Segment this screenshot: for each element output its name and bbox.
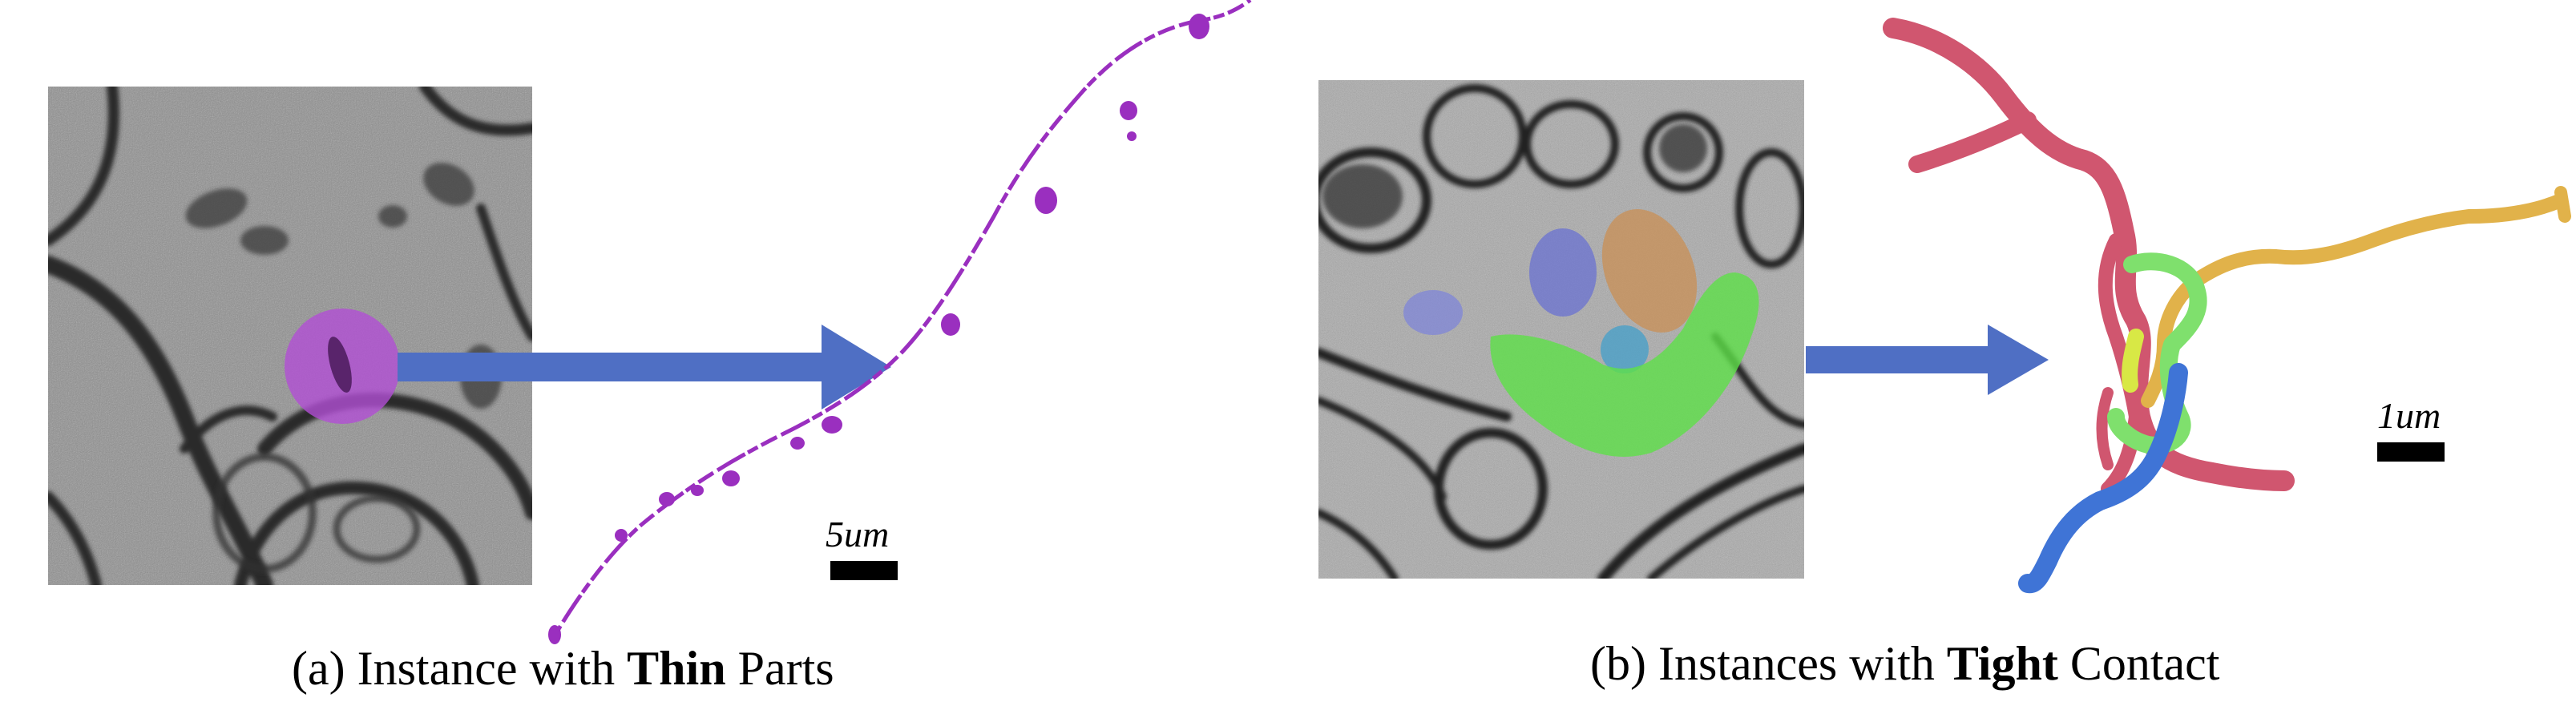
panel-b-arrow (1806, 325, 2049, 395)
scale-a (830, 561, 898, 580)
scale-b-label: 1um (2377, 395, 2441, 436)
panel-b-caption-suffix: Contact (2057, 637, 2220, 690)
tight-contact-3d-instances (1883, 18, 2571, 594)
instance-blue-3d (2018, 363, 2188, 594)
scale-b (2377, 442, 2445, 462)
panel-a-em-image (48, 87, 532, 585)
instance-blue (1529, 228, 1597, 317)
instance-pink-3d (1883, 18, 2295, 491)
panel-b-caption-prefix: (b) Instances with (1590, 637, 1947, 690)
panel-b-caption-bold: Tight (1946, 637, 2058, 690)
panel-a-caption-bold: Thin (627, 642, 726, 695)
panel-b-caption: (b) Instances with Tight Contact (1590, 636, 2219, 692)
instance-violet (1403, 290, 1463, 335)
panel-b-em-image (1318, 80, 1804, 579)
panel-a-caption: (a) Instance with Thin Parts (292, 641, 834, 696)
instance-green (1490, 272, 1759, 457)
panel-a-caption-prefix: (a) Instance with (292, 642, 628, 695)
instance-orange (1601, 209, 1698, 333)
thin-3d-instance (548, 0, 1252, 644)
panel-a-arrow (398, 325, 891, 409)
scale-a-label: 5um (826, 514, 890, 555)
instance-gold-3d (2141, 193, 2568, 408)
instance-cyan (1601, 325, 1649, 373)
panel-a-caption-suffix: Parts (725, 642, 834, 695)
instance-yellow-3d (2122, 329, 2144, 393)
